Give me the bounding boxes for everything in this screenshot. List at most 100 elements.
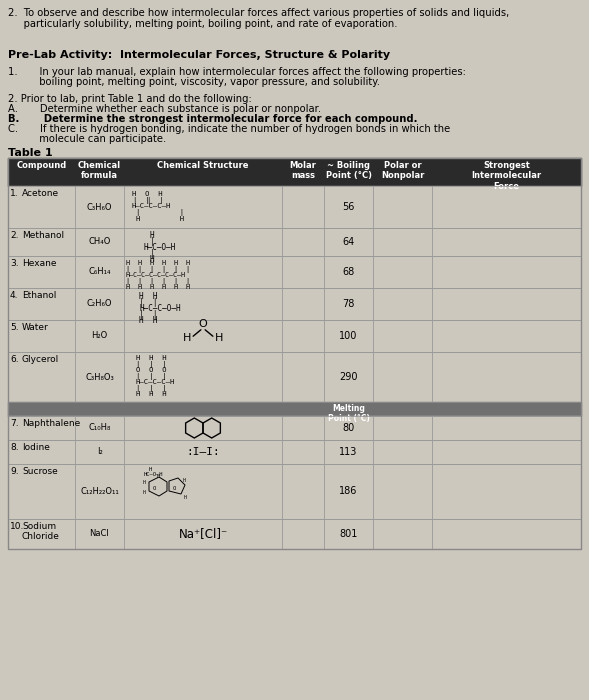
Text: 1.: 1. — [10, 189, 19, 198]
Text: O: O — [198, 319, 207, 329]
Text: 1.       In your lab manual, explain how intermolecular forces affect the follow: 1. In your lab manual, explain how inter… — [8, 67, 466, 77]
Text: Chemical
formula: Chemical formula — [78, 161, 121, 181]
Text: Hexane: Hexane — [22, 259, 57, 268]
Text: 10.: 10. — [10, 522, 24, 531]
Text: |  ‖  |: | ‖ | — [133, 197, 164, 204]
Text: |: | — [150, 237, 155, 246]
Text: C₁₂H₂₂O₁₁: C₁₂H₂₂O₁₁ — [80, 487, 119, 496]
Text: C₃H₈O₃: C₃H₈O₃ — [85, 372, 114, 382]
Text: H: H — [150, 231, 155, 240]
Text: C₃H₆O: C₃H₆O — [87, 202, 112, 211]
Text: H—C—C—C—C—C—C—H: H—C—C—C—C—C—C—H — [126, 272, 186, 278]
Text: H—C—C—C—H: H—C—C—C—H — [132, 203, 171, 209]
Text: O: O — [153, 486, 156, 491]
Text: CH₄O: CH₄O — [88, 237, 111, 246]
Text: Acetone: Acetone — [22, 189, 59, 198]
Text: 2.: 2. — [10, 231, 18, 240]
Text: 100: 100 — [339, 331, 358, 341]
Text: Water: Water — [22, 323, 49, 332]
Text: Ethanol: Ethanol — [22, 291, 57, 300]
Text: H: H — [149, 467, 152, 472]
Text: H: H — [215, 333, 223, 343]
Text: H  H: H H — [139, 292, 157, 301]
Text: C₆H₁₄: C₆H₁₄ — [88, 267, 111, 276]
Text: |  |: | | — [139, 310, 157, 319]
Text: H: H — [143, 480, 146, 485]
Text: H: H — [157, 474, 160, 479]
Text: H: H — [150, 255, 155, 264]
Text: Table 1: Table 1 — [8, 148, 52, 158]
Text: |  |  |: | | | — [136, 385, 167, 392]
Text: Sucrose: Sucrose — [22, 467, 58, 476]
Text: 2. Prior to lab, print Table 1 and do the following:: 2. Prior to lab, print Table 1 and do th… — [8, 94, 252, 104]
Text: 2.  To observe and describe how intermolecular forces affect various properties : 2. To observe and describe how intermole… — [8, 8, 509, 18]
Text: 80: 80 — [342, 423, 355, 433]
Text: |  |  |: | | | — [136, 361, 167, 368]
Text: H: H — [184, 495, 187, 500]
Text: 6.: 6. — [10, 355, 19, 364]
Text: |         |: | | — [136, 209, 184, 216]
Text: Sodium
Chloride: Sodium Chloride — [22, 522, 60, 541]
Text: 68: 68 — [342, 267, 355, 277]
Text: 9.: 9. — [10, 467, 19, 476]
Text: particularly solubility, melting point, boiling point, and rate of evaporation.: particularly solubility, melting point, … — [8, 19, 398, 29]
Text: 290: 290 — [339, 372, 358, 382]
Text: O  O  O: O O O — [136, 367, 167, 373]
Text: :I—I:: :I—I: — [186, 447, 220, 457]
Text: |: | — [150, 249, 155, 258]
Text: H  O  H: H O H — [132, 191, 163, 197]
Text: C₁₀H₈: C₁₀H₈ — [88, 424, 111, 433]
Bar — [8, 158, 581, 549]
Text: H  H: H H — [139, 316, 157, 325]
Text: 56: 56 — [342, 202, 355, 212]
Text: H  H  H: H H H — [136, 391, 167, 397]
Text: C₂H₆O: C₂H₆O — [87, 300, 112, 309]
Text: Strongest
Intermolecular
Force: Strongest Intermolecular Force — [471, 161, 541, 191]
Text: O: O — [173, 486, 176, 491]
Text: NaCl: NaCl — [90, 529, 110, 538]
Text: H: H — [143, 490, 146, 495]
Text: Chemical Structure: Chemical Structure — [157, 161, 249, 170]
Text: boiling point, melting point, viscosity, vapor pressure, and solubility.: boiling point, melting point, viscosity,… — [8, 77, 380, 87]
Text: H         H: H H — [136, 216, 184, 222]
Text: Methanol: Methanol — [22, 231, 64, 240]
Text: 64: 64 — [342, 237, 355, 247]
Text: Pre-Lab Activity:  Intermolecular Forces, Structure & Polarity: Pre-Lab Activity: Intermolecular Forces,… — [8, 50, 390, 60]
Text: Iodine: Iodine — [22, 443, 50, 452]
Text: 186: 186 — [339, 486, 358, 496]
Text: HC—O—H: HC—O—H — [144, 472, 164, 477]
Text: H  H  H  H  H  H: H H H H H H — [126, 284, 190, 290]
Text: |  |  |  |  |  |: | | | | | | — [126, 278, 190, 285]
Text: B.       Determine the strongest intermolecular force for each compound.: B. Determine the strongest intermolecula… — [8, 114, 418, 124]
Text: H  H  H: H H H — [136, 355, 167, 361]
Text: H: H — [183, 333, 191, 343]
Text: Glycerol: Glycerol — [22, 355, 59, 364]
Text: Melting
Point (°C): Melting Point (°C) — [327, 404, 369, 424]
Text: Polar or
Nonpolar: Polar or Nonpolar — [381, 161, 424, 181]
Text: 7.: 7. — [10, 419, 19, 428]
Text: |  |  |  |  |  |: | | | | | | — [126, 266, 190, 273]
Text: H: H — [183, 478, 186, 483]
Text: ~ Boiling
Point (°C): ~ Boiling Point (°C) — [326, 161, 372, 181]
Text: I₂: I₂ — [97, 447, 102, 456]
Text: 3.: 3. — [10, 259, 19, 268]
Text: Molar
mass: Molar mass — [290, 161, 316, 181]
Text: molecule can participate.: molecule can participate. — [8, 134, 166, 144]
Text: C.       If there is hydrogen bonding, indicate the number of hydrogen bonds in : C. If there is hydrogen bonding, indicat… — [8, 124, 450, 134]
Text: H—C—C—O—H: H—C—C—O—H — [139, 304, 181, 313]
Text: H—C—O—H: H—C—O—H — [144, 243, 176, 252]
Text: |  |: | | — [139, 298, 157, 307]
Text: Compound: Compound — [16, 161, 67, 170]
Text: 78: 78 — [342, 299, 355, 309]
Text: Na⁺[Cl]⁻: Na⁺[Cl]⁻ — [178, 528, 227, 540]
Text: H—C—C—C—H: H—C—C—C—H — [136, 379, 176, 385]
Text: H₂O: H₂O — [91, 332, 108, 340]
Text: 113: 113 — [339, 447, 358, 457]
Text: 4.: 4. — [10, 291, 18, 300]
Text: H  H  H  H  H  H: H H H H H H — [126, 260, 190, 266]
Text: Naphthalene: Naphthalene — [22, 419, 80, 428]
Text: 801: 801 — [339, 529, 358, 539]
Text: 8.: 8. — [10, 443, 19, 452]
Text: A.       Determine whether each substance is polar or nonpolar.: A. Determine whether each substance is p… — [8, 104, 321, 114]
Text: 5.: 5. — [10, 323, 19, 332]
